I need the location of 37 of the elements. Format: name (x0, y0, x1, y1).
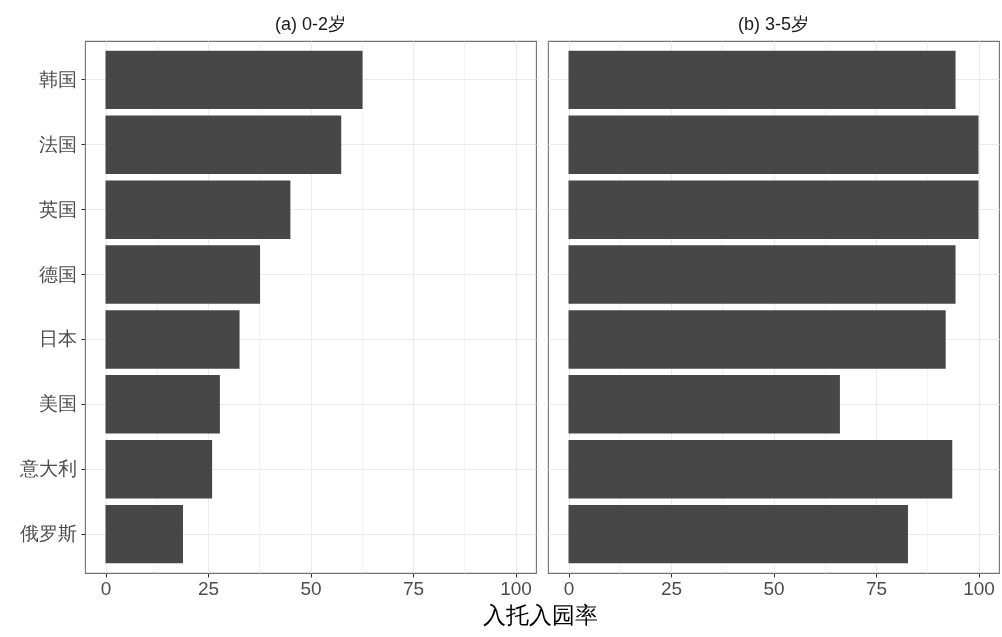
x-tick-label: 75 (402, 577, 425, 599)
bar (105, 180, 291, 239)
chart-title: (a) 0-2岁 (274, 14, 347, 34)
bar (105, 310, 240, 369)
y-tick-label: 英国 (38, 198, 77, 220)
bar (105, 504, 183, 564)
x-tick-label: 50 (763, 577, 785, 599)
bar (568, 180, 979, 239)
y-tick-label: 法国 (38, 133, 77, 155)
x-tick-label: 50 (300, 577, 322, 599)
x-tick-label: 100 (500, 577, 532, 599)
x-tick-label: 25 (660, 577, 683, 599)
y-tick-label: 德国 (38, 263, 77, 285)
y-tick-label: 韩国 (38, 68, 77, 90)
bar (568, 50, 956, 110)
y-tick-label: 俄罗斯 (19, 523, 77, 545)
chart-title: (b) 3-5岁 (737, 14, 810, 34)
bar (568, 310, 946, 369)
y-tick-label: 美国 (38, 393, 77, 415)
bar (105, 440, 213, 499)
bar (568, 504, 908, 564)
x-tick-label: 75 (865, 577, 888, 599)
x-tick-label: 0 (100, 577, 112, 599)
bar (105, 245, 261, 304)
bar (105, 375, 220, 434)
y-tick-label: 意大利 (18, 458, 77, 480)
x-axis-title: 入托入园率 (482, 601, 598, 628)
bar (568, 245, 956, 304)
bar (568, 440, 953, 499)
x-tick-label: 100 (963, 577, 995, 599)
bar (105, 115, 342, 174)
bar (568, 375, 840, 434)
bar (568, 115, 979, 174)
bar (105, 50, 363, 110)
x-tick-label: 0 (563, 577, 575, 599)
x-tick-label: 25 (197, 577, 220, 599)
y-tick-label: 日本 (38, 328, 77, 350)
